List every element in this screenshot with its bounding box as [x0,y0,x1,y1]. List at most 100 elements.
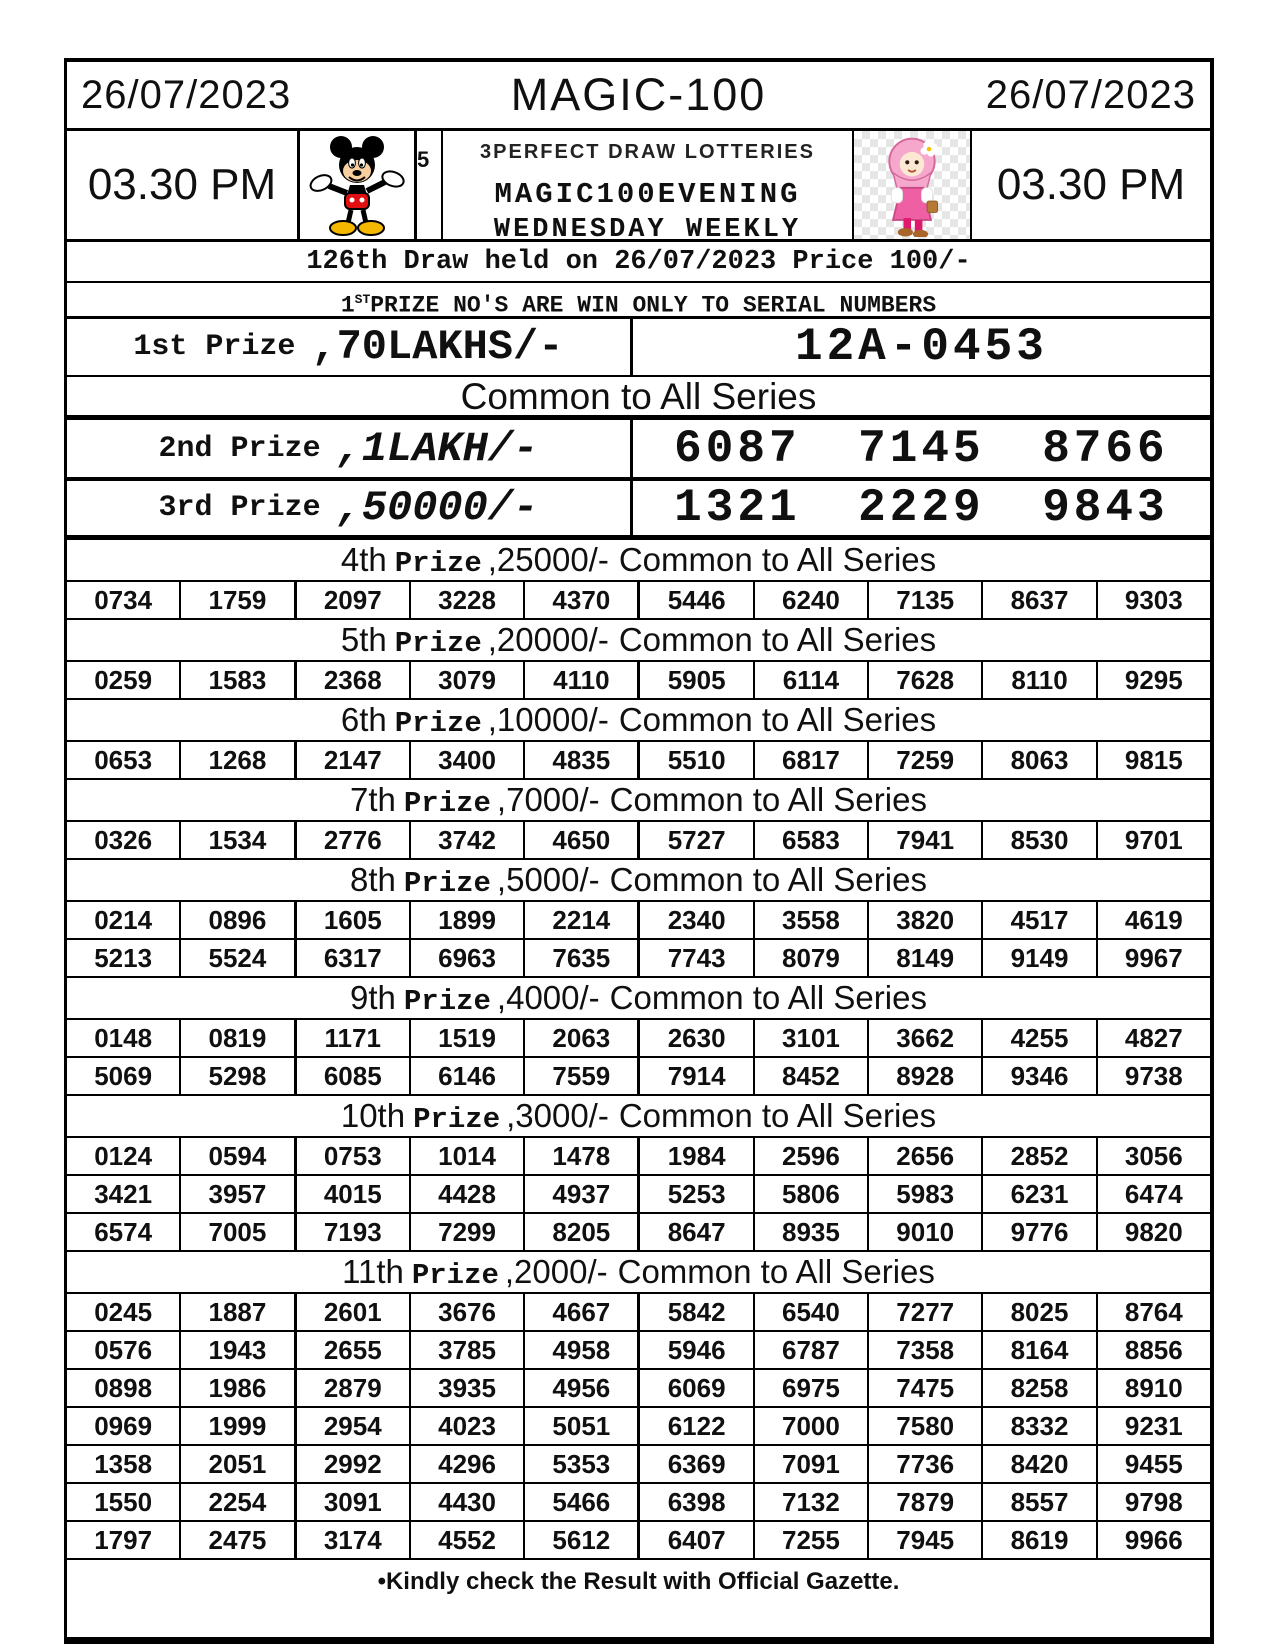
prize-number: 5806 [752,1176,867,1212]
prize-number: 8928 [867,1058,981,1094]
info-row: 03.30 PM [67,131,1210,245]
prize-number: 8856 [1095,1332,1210,1368]
prize-number: 6069 [637,1370,752,1406]
prize-number: 0896 [179,902,293,938]
prize-number: 0594 [179,1138,293,1174]
serial-note-num: 1 [340,292,355,319]
draw-date-right: 26/07/2023 [985,72,1196,117]
prize-number: 1358 [94,1449,153,1479]
draw-time-right: 03.30 PM [996,160,1186,209]
prize-number: 1605 [293,902,409,938]
scheme-day: WEDNESDAY WEEKLY [493,215,802,245]
prize-number: 6787 [752,1332,867,1368]
prize-number: 1534 [179,822,293,858]
prize-number: 1171 [293,1020,409,1056]
prize-number: 4835 [523,742,637,778]
prize-number: 8420 [981,1446,1095,1482]
section-ordinal: 9th [350,979,396,1016]
prize-number: 2063 [523,1020,637,1056]
lottery-result-sheet: 26/07/2023 MAGIC-100 26/07/2023 03.30 PM [64,58,1214,1644]
prize-number: 7914 [637,1058,752,1094]
prize-number: 3558 [752,902,867,938]
prize-row-1st: 1st Prize ,70LAKHS/- 12A-0453 [67,319,1210,377]
hijab-girl-drawing [888,137,938,237]
prize-number: 2776 [293,822,409,858]
number-row: 0734 1759 2097 3228 4370 5446 6240 7135 8637 9303 [67,582,1210,620]
number-row: 0214 0896 1605 1899 2214 2340 3558 3820 4517 4619 [67,902,1210,940]
prize-section-11th: 11th Prize ,2000/- Common to All Series 0245… [67,1252,1210,1560]
draw-info: 126th Draw held on 26/07/2023 Price 100/… [67,242,1210,283]
prize-number: 1014 [408,1138,523,1174]
number-row: 5069 5298 6085 6146 7559 7914 8452 8928 9346 9738 [67,1058,1210,1096]
prize-number: 3785 [408,1332,523,1368]
prize-number: 1583 [179,662,293,698]
number-row: 0148 0819 1171 1519 2063 2630 3101 3662 4255 4827 [67,1020,1210,1058]
scheme-name: MAGIC100EVENING [494,178,801,211]
prize-number: 5466 [523,1484,637,1520]
prize-number: 3174 [293,1522,409,1558]
prize-number: 7743 [637,940,752,976]
number-row: 0969 1999 2954 4023 5051 6122 7000 7580 8332 9231 [67,1408,1210,1446]
prize-number: 0898 [94,1373,153,1403]
prize-number: 8079 [752,940,867,976]
prize-number: 2368 [293,662,409,698]
prize-number: 4370 [523,582,637,618]
serial-note: 1STPRIZE NO'S ARE WIN ONLY TO SERIAL NUM… [67,283,1210,319]
prize-number: 2097 [293,582,409,618]
section-amount: ,5000/- [496,861,600,898]
organizer-name: 3PERFECT DRAW LOTTERIES [480,141,815,163]
prize-number: 7358 [867,1332,981,1368]
prize-number: 6540 [752,1294,867,1330]
prize-number: 3079 [408,662,523,698]
prize-number: 9815 [1095,742,1210,778]
organizer-info: 3PERFECT DRAW LOTTERIES MAGIC100EVENING … [443,131,852,245]
section-header: 5th Prize ,20000/- Common to All Series [67,620,1210,662]
section-amount: ,25000/- [487,541,609,578]
flower-accent [920,141,938,157]
prize-number: 2214 [523,902,637,938]
prize-number: 2992 [293,1446,409,1482]
prize-number: 8110 [981,662,1095,698]
prize-section-5th: 5th Prize ,20000/- Common to All Series 0259… [67,620,1210,700]
prize-number: 1984 [637,1138,752,1174]
prize-number: 3400 [408,742,523,778]
prize-number: 6963 [408,940,523,976]
prize-number: 7005 [179,1214,293,1250]
prize-number: 1519 [408,1020,523,1056]
prize-number: 5946 [637,1332,752,1368]
prize-number: 9346 [981,1058,1095,1094]
prize-number: 7628 [867,662,981,698]
prize-number: 8164 [981,1332,1095,1368]
prize-number: 0753 [293,1138,409,1174]
prize-number: 9231 [1095,1408,1210,1444]
section-amount: ,3000/- [506,1097,609,1134]
prize-section-4th: 4th Prize ,25000/- Common to All Series 0734… [67,540,1210,620]
prize-number: 2051 [179,1446,293,1482]
prize-number: 6114 [752,662,867,698]
prize-number: 8452 [752,1058,867,1094]
number-row: 1550 2254 3091 4430 5466 6398 7132 7879 8557 9798 [67,1484,1210,1522]
prize-number: 4296 [408,1446,523,1482]
prize-number: 1268 [179,742,293,778]
section-prize-word: Prize [394,547,482,580]
prize-number: 7945 [867,1522,981,1558]
prize-section-10th: 10th Prize ,3000/- Common to All Series 0124… [67,1096,1210,1252]
number-row: 0653 1268 2147 3400 4835 5510 6817 7259 8063 9815 [67,742,1210,780]
prize-number: 1550 [94,1487,153,1517]
section-prize-word: Prize [413,1103,501,1136]
prize-number: 8205 [523,1214,637,1250]
section-prize-word: Prize [394,707,482,740]
prize-number: 8935 [752,1214,867,1250]
page-title: MAGIC-100 [510,69,767,120]
prize-number: 8647 [637,1214,752,1250]
prize-number: 6146 [408,1058,523,1094]
winning-numbers: 12A-0453 [794,321,1048,373]
prize-number: 3421 [94,1179,153,1209]
prize-number: 7475 [867,1370,981,1406]
blank-space [67,1604,1210,1637]
prize-sections: 4th Prize ,25000/- Common to All Series 0734… [67,540,1210,1560]
prize-number: 8063 [981,742,1095,778]
draw-date-left: 26/07/2023 [81,72,292,117]
prize-number: 7193 [293,1214,409,1250]
number-row: 0245 1887 2601 3676 4667 5842 6540 7277 8025 8764 [67,1294,1210,1332]
